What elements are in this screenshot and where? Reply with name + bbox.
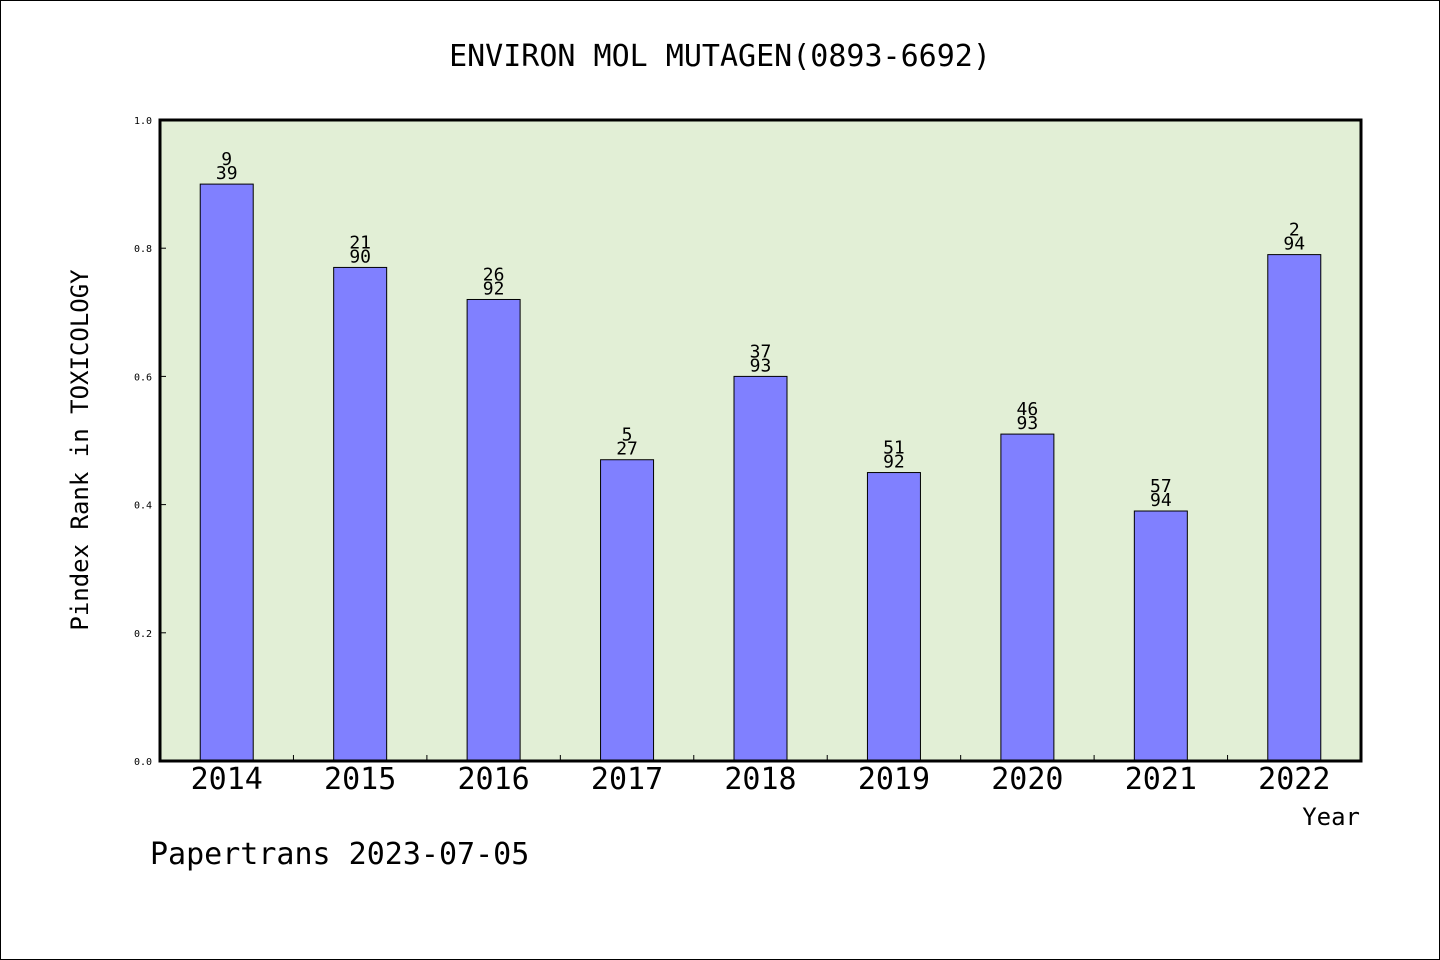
chart-title: ENVIRON MOL MUTAGEN(0893-6692) bbox=[449, 39, 991, 74]
data-label-total: 94 bbox=[1150, 490, 1172, 511]
y-tick-label: 0.2 bbox=[134, 629, 152, 640]
data-label-total: 27 bbox=[616, 439, 638, 460]
data-label-total: 93 bbox=[1017, 413, 1039, 434]
bar-2021 bbox=[1133, 510, 1188, 762]
x-tick-label: 2018 bbox=[724, 762, 796, 797]
bar-2022 bbox=[1267, 254, 1322, 762]
x-axis-title: Year bbox=[1302, 803, 1360, 831]
data-label-rank: 21 bbox=[349, 232, 371, 253]
x-tick-label: 2020 bbox=[991, 762, 1063, 797]
bar-2016 bbox=[466, 298, 521, 762]
bar-2017 bbox=[600, 459, 655, 762]
footer-credit: Papertrans 2023-07-05 bbox=[150, 837, 529, 872]
x-tick-label: 2014 bbox=[191, 762, 263, 797]
x-tick-label: 2016 bbox=[457, 762, 529, 797]
bar-2019 bbox=[866, 472, 921, 762]
x-tick-label: 2015 bbox=[324, 762, 396, 797]
bar-2014 bbox=[199, 183, 254, 762]
data-label-rank: 9 bbox=[221, 149, 232, 170]
data-label-rank: 37 bbox=[750, 341, 772, 362]
y-tick-label: 1.0 bbox=[134, 116, 152, 127]
x-tick-label: 2019 bbox=[858, 762, 930, 797]
plot-border bbox=[158, 118, 1363, 763]
y-axis-title: Pindex Rank in TOXICOLOGY bbox=[66, 269, 94, 631]
y-tick-label: 0.8 bbox=[134, 244, 152, 255]
x-axis: 2014 2015 2016 2017 2018 2019 2020 2021 2022 bbox=[191, 755, 1330, 797]
y-tick-label: 0.6 bbox=[134, 372, 152, 383]
data-label-rank: 51 bbox=[883, 438, 905, 459]
data-label-total: 94 bbox=[1283, 234, 1305, 255]
y-tick-label: 0.4 bbox=[134, 501, 152, 512]
bar-2015 bbox=[333, 266, 388, 762]
bar-group bbox=[199, 183, 1322, 762]
bar-2018 bbox=[733, 375, 788, 762]
x-tick-label: 2021 bbox=[1125, 762, 1197, 797]
data-label-rank: 5 bbox=[622, 425, 633, 446]
x-tick-label: 2022 bbox=[1258, 762, 1330, 797]
data-label-total: 92 bbox=[883, 452, 905, 473]
data-label-total: 90 bbox=[349, 246, 371, 267]
data-label-total: 93 bbox=[750, 355, 772, 376]
data-label-rank: 2 bbox=[1289, 220, 1300, 241]
bar-2020 bbox=[1000, 433, 1055, 762]
y-tick-label: 0.0 bbox=[134, 757, 152, 768]
data-label-total: 92 bbox=[483, 278, 505, 299]
data-label-rank: 57 bbox=[1150, 476, 1172, 497]
x-tick-label: 2017 bbox=[591, 762, 663, 797]
data-label-rank: 46 bbox=[1017, 399, 1039, 420]
data-label-total: 39 bbox=[216, 163, 238, 184]
data-label-rank: 26 bbox=[483, 264, 505, 285]
